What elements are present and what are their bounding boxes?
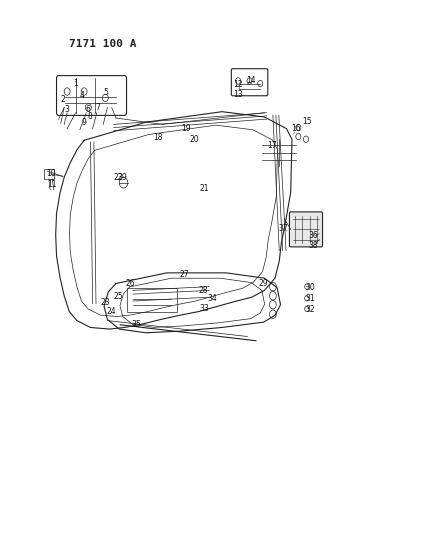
Bar <box>126 288 177 312</box>
Bar <box>44 169 54 179</box>
Text: 28: 28 <box>198 286 207 295</box>
Text: 36: 36 <box>308 231 317 240</box>
Text: 23: 23 <box>100 298 110 307</box>
Text: 34: 34 <box>207 294 217 303</box>
Text: 35: 35 <box>131 320 141 329</box>
Text: 32: 32 <box>305 305 314 314</box>
Text: 27: 27 <box>179 270 189 279</box>
Text: 29: 29 <box>258 279 268 288</box>
Text: 22: 22 <box>113 173 123 182</box>
FancyBboxPatch shape <box>289 212 322 247</box>
Text: 26: 26 <box>126 279 135 288</box>
Text: 12: 12 <box>233 80 242 89</box>
Text: 38: 38 <box>308 241 317 250</box>
Text: 13: 13 <box>233 90 242 99</box>
Text: 2: 2 <box>60 95 65 104</box>
Text: 9: 9 <box>81 118 86 127</box>
Text: 18: 18 <box>153 133 162 142</box>
Text: 25: 25 <box>113 292 123 301</box>
Text: 15: 15 <box>301 117 311 126</box>
Text: 37: 37 <box>278 224 288 233</box>
Text: 10: 10 <box>46 168 56 177</box>
Text: 39: 39 <box>117 173 127 182</box>
Text: 24: 24 <box>106 307 115 316</box>
Text: 7171 100 A: 7171 100 A <box>69 38 136 49</box>
Text: 4: 4 <box>79 91 84 100</box>
Text: 33: 33 <box>199 304 209 313</box>
Text: 20: 20 <box>189 135 199 144</box>
Text: 31: 31 <box>305 294 314 303</box>
Text: 11: 11 <box>47 180 57 189</box>
Text: 8: 8 <box>87 112 92 121</box>
Text: 16: 16 <box>291 124 300 133</box>
Text: 1: 1 <box>73 79 78 88</box>
Text: 3: 3 <box>65 104 69 114</box>
Text: 19: 19 <box>181 124 190 133</box>
Text: 30: 30 <box>305 283 314 292</box>
Text: 5: 5 <box>103 88 107 97</box>
Text: 6: 6 <box>86 104 91 114</box>
Text: 17: 17 <box>267 141 276 150</box>
Text: 21: 21 <box>199 183 208 192</box>
Text: 14: 14 <box>245 76 255 85</box>
Text: 7: 7 <box>95 103 100 112</box>
